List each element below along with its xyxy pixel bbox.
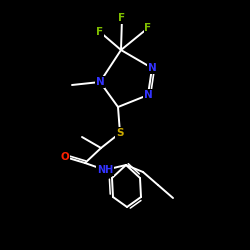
Text: F: F	[144, 23, 152, 33]
Text: F: F	[118, 13, 126, 23]
Text: NH: NH	[97, 165, 113, 175]
Text: N: N	[96, 77, 104, 87]
Text: N: N	[148, 63, 156, 73]
Text: F: F	[96, 27, 103, 37]
Text: O: O	[60, 152, 70, 162]
Text: S: S	[116, 128, 124, 138]
Text: N: N	[144, 90, 152, 100]
